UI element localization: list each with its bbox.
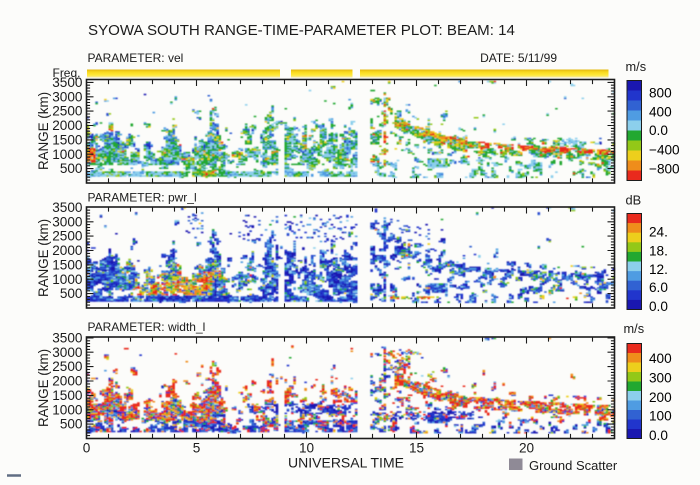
svg-text:20: 20 xyxy=(519,441,535,456)
svg-text:2500: 2500 xyxy=(52,104,83,119)
svg-text:500: 500 xyxy=(60,417,83,432)
svg-text:PARAMETER: width_l: PARAMETER: width_l xyxy=(88,320,206,334)
svg-text:500: 500 xyxy=(60,286,83,301)
svg-text:PARAMETER: vel: PARAMETER: vel xyxy=(88,51,184,65)
svg-text:400: 400 xyxy=(649,104,672,119)
svg-text:RANGE (km): RANGE (km) xyxy=(36,92,51,170)
svg-text:m/s: m/s xyxy=(626,59,647,74)
svg-text:0.0: 0.0 xyxy=(649,428,668,443)
svg-text:2000: 2000 xyxy=(52,374,83,389)
svg-text:2500: 2500 xyxy=(52,229,83,244)
svg-text:2500: 2500 xyxy=(52,359,83,374)
svg-text:−400: −400 xyxy=(649,142,680,157)
svg-text:dB: dB xyxy=(626,193,642,208)
svg-text:15: 15 xyxy=(409,441,424,456)
svg-text:Freq.: Freq. xyxy=(52,66,80,80)
svg-text:500: 500 xyxy=(60,161,83,176)
svg-text:0.0: 0.0 xyxy=(649,299,668,314)
svg-text:Ground Scatter: Ground Scatter xyxy=(529,458,618,473)
svg-text:2000: 2000 xyxy=(52,118,83,133)
svg-text:RANGE (km): RANGE (km) xyxy=(36,219,51,297)
svg-text:1000: 1000 xyxy=(52,402,83,417)
svg-text:1500: 1500 xyxy=(52,133,83,148)
svg-text:1000: 1000 xyxy=(52,272,83,287)
svg-text:10: 10 xyxy=(299,441,315,456)
svg-text:2000: 2000 xyxy=(52,243,83,258)
svg-text:3500: 3500 xyxy=(52,75,83,90)
svg-text:PARAMETER: pwr_l: PARAMETER: pwr_l xyxy=(88,191,197,205)
svg-text:12.: 12. xyxy=(649,262,668,277)
svg-text:1500: 1500 xyxy=(52,258,83,273)
svg-text:800: 800 xyxy=(649,85,672,100)
svg-text:200: 200 xyxy=(649,390,672,405)
svg-text:−800: −800 xyxy=(649,161,680,176)
svg-text:5: 5 xyxy=(193,441,201,456)
svg-text:RANGE (km): RANGE (km) xyxy=(36,349,51,427)
svg-text:3000: 3000 xyxy=(52,214,83,229)
svg-text:0.0: 0.0 xyxy=(649,123,668,138)
svg-text:100: 100 xyxy=(649,409,672,424)
svg-text:3000: 3000 xyxy=(52,89,83,104)
svg-text:400: 400 xyxy=(649,351,672,366)
svg-text:SYOWA SOUTH RANGE-TIME-PARAMET: SYOWA SOUTH RANGE-TIME-PARAMETER PLOT: B… xyxy=(88,22,515,39)
svg-text:300: 300 xyxy=(649,371,672,386)
svg-text:3000: 3000 xyxy=(52,345,83,360)
svg-text:1000: 1000 xyxy=(52,147,83,162)
svg-text:1500: 1500 xyxy=(52,388,83,403)
svg-text:18.: 18. xyxy=(649,243,668,258)
svg-text:24.: 24. xyxy=(649,225,668,240)
svg-text:3500: 3500 xyxy=(52,331,83,346)
svg-text:3500: 3500 xyxy=(52,200,83,215)
svg-text:m/s: m/s xyxy=(624,321,645,336)
svg-text:UNIVERSAL TIME: UNIVERSAL TIME xyxy=(288,455,404,471)
svg-text:6.0: 6.0 xyxy=(649,280,668,295)
svg-text:0: 0 xyxy=(83,441,91,456)
svg-text:DATE: 5/11/99: DATE: 5/11/99 xyxy=(480,51,557,65)
